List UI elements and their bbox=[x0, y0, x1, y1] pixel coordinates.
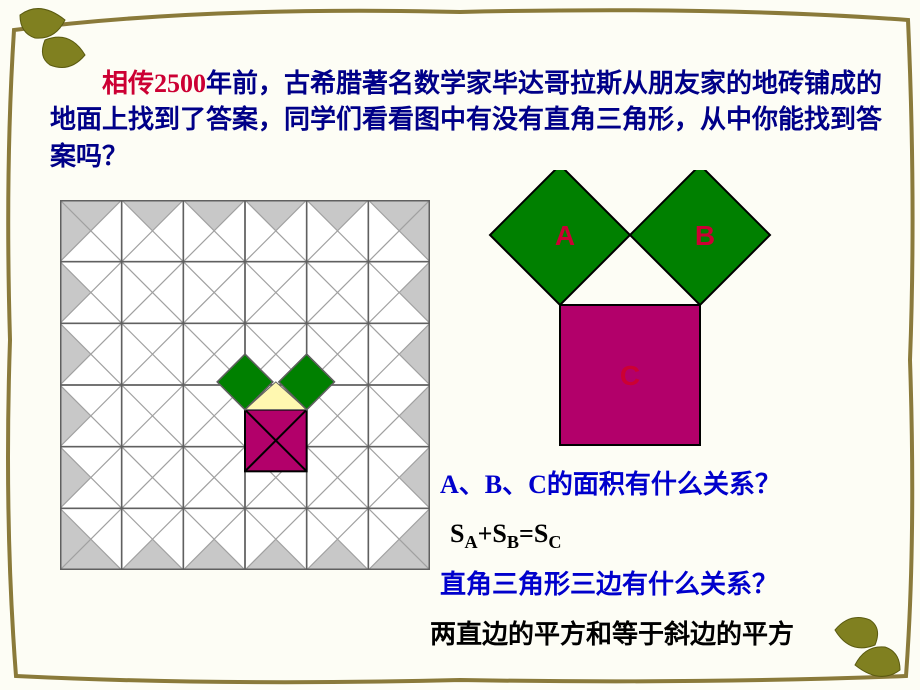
question-1: A、B、C的面积有什么关系？ bbox=[440, 460, 910, 509]
intro-accent: 相传2500 bbox=[102, 69, 206, 98]
qa-block: A、B、C的面积有什么关系？ SA+SB=SC 直角三角形三边有什么关系？ 两直… bbox=[440, 460, 910, 659]
svg-text:A: A bbox=[555, 220, 575, 251]
tile-grid-diagram bbox=[60, 200, 430, 570]
svg-text:C: C bbox=[620, 360, 640, 391]
answer-2: 两直边的平方和等于斜边的平方 bbox=[430, 610, 910, 659]
svg-text:B: B bbox=[695, 220, 715, 251]
answer-1: SA+SB=SC bbox=[450, 509, 910, 560]
pythagoras-diagram: C A B bbox=[470, 170, 790, 460]
question-2: 直角三角形三边有什么关系？ bbox=[440, 560, 910, 609]
intro-text: 相传2500年前，古希腊著名数学家毕达哥拉斯从朋友家的地砖铺成的地面上找到了答案… bbox=[50, 66, 890, 175]
